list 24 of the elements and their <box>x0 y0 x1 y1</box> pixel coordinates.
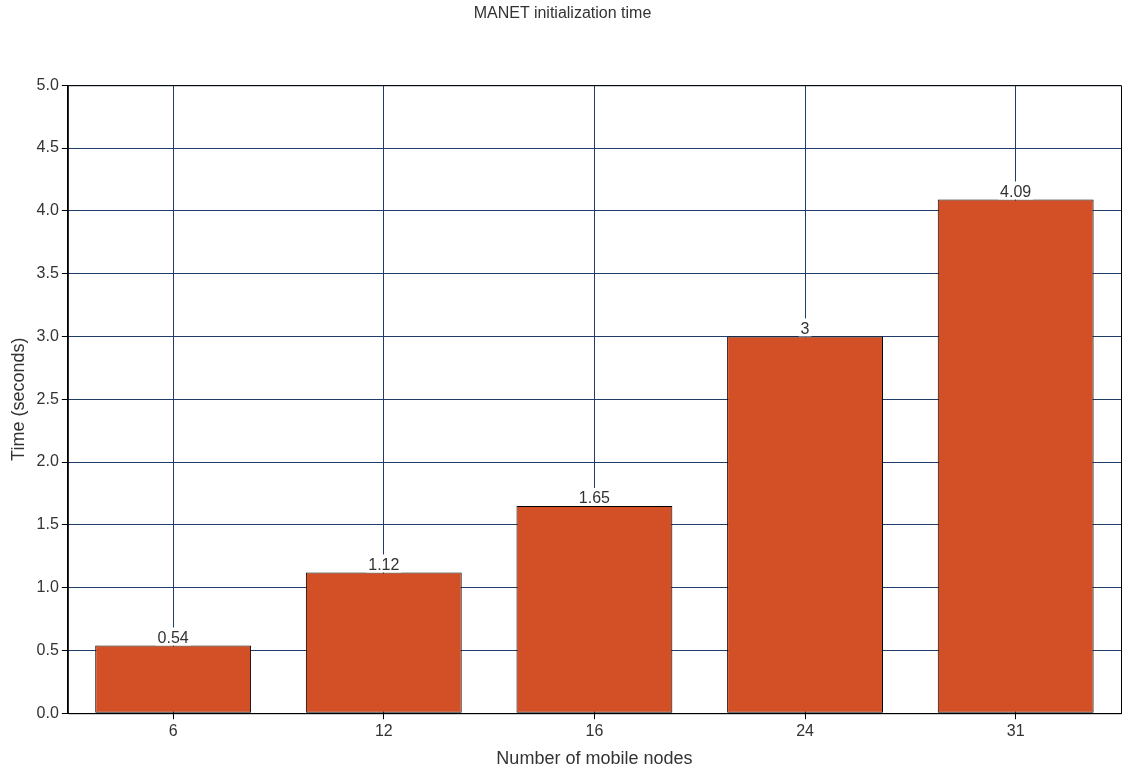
data-label: 1.12 <box>368 555 400 573</box>
y-tick-label: 5.0 <box>36 75 59 93</box>
chart-title: MANET initialization time <box>473 4 652 22</box>
y-tick-label: 0.5 <box>36 640 59 658</box>
data-label: 4.09 <box>1000 182 1032 200</box>
y-tick-label: 4.0 <box>36 201 59 219</box>
data-label: 1.65 <box>578 489 611 507</box>
y-tick-label: 0.0 <box>36 703 59 721</box>
y-tick-label: 3.5 <box>36 264 59 282</box>
y-axis-title: Time (seconds) <box>7 337 28 461</box>
y-tick-label: 4.5 <box>36 138 59 156</box>
x-tick-label: 24 <box>796 722 815 740</box>
y-tick-label: 2.0 <box>36 452 59 470</box>
x-tick-label: 16 <box>585 722 604 740</box>
x-tick-label: 31 <box>1006 722 1025 740</box>
x-tick-label: 12 <box>374 722 393 740</box>
y-tick-label: 1.0 <box>36 578 59 596</box>
data-label: 3 <box>800 319 810 337</box>
y-tick-label: 1.5 <box>36 515 59 533</box>
x-tick-label: 6 <box>168 722 178 740</box>
y-tick-label: 2.5 <box>36 389 59 407</box>
x-axis-title: Number of mobile nodes <box>496 748 693 769</box>
y-tick-label: 3.0 <box>36 326 59 344</box>
data-label: 0.54 <box>157 628 189 646</box>
